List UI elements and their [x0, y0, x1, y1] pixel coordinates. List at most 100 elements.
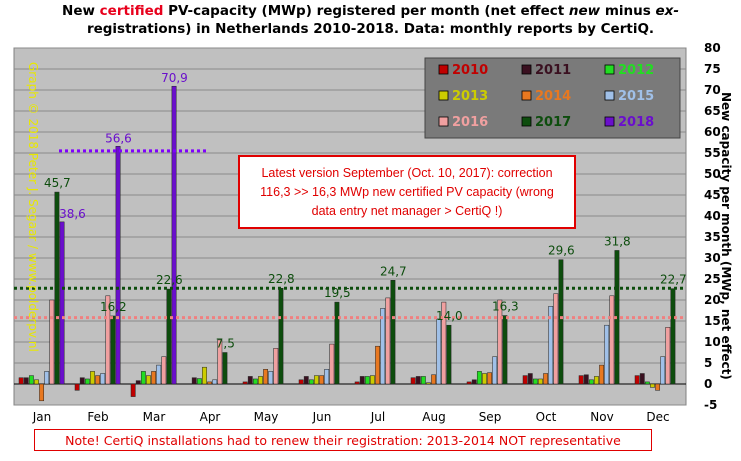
bar-2018 — [59, 221, 65, 385]
x-tick-label: May — [254, 410, 279, 424]
bar-2016 — [609, 295, 615, 385]
data-label-2017: 29,6 — [548, 244, 575, 258]
bar-2014 — [543, 373, 549, 385]
x-tick-label: Jul — [370, 410, 385, 424]
bar-2016 — [553, 293, 559, 385]
legend-swatch-2016 — [438, 116, 449, 127]
title-text: minus — [600, 3, 656, 19]
legend-swatch-2010 — [438, 64, 449, 75]
bar-2016 — [497, 299, 503, 385]
legend-label-2013: 2013 — [452, 89, 488, 104]
legend-label-2017: 2017 — [535, 115, 571, 130]
bar-2011 — [23, 377, 29, 385]
data-label-2017: 16,3 — [492, 300, 519, 314]
bar-2013 — [258, 376, 263, 385]
y-tick-label: 35 — [704, 230, 721, 244]
y-tick-label: -5 — [704, 398, 717, 412]
bar-2017 — [558, 259, 564, 385]
bar-2012 — [364, 376, 370, 385]
bar-2014 — [319, 375, 325, 385]
y-tick-label: 5 — [704, 356, 712, 370]
title-text: New — [62, 3, 100, 19]
bar-2015 — [604, 324, 610, 385]
bar-2017 — [390, 280, 396, 385]
x-tick-label: Jan — [32, 410, 52, 424]
bar-2011 — [303, 376, 309, 385]
y-tick-label: 45 — [704, 188, 721, 202]
bar-2011 — [471, 379, 477, 385]
bar-2014 — [599, 364, 605, 385]
footer-note: Note! CertiQ installations had to renew … — [34, 429, 652, 451]
bar-2012 — [308, 379, 314, 385]
y-tick-label: 30 — [704, 251, 721, 265]
legend-label-2016: 2016 — [452, 115, 488, 130]
x-tick-label: Jun — [312, 410, 332, 424]
bar-2016 — [273, 348, 279, 385]
y-tick-label: 75 — [704, 62, 721, 76]
bar-2011 — [639, 373, 645, 385]
title-highlight: certified — [99, 3, 164, 19]
data-label-2017: 31,8 — [604, 234, 631, 248]
bar-2011 — [583, 374, 589, 385]
bar-2015 — [44, 371, 50, 385]
title-line-2: registrations) in Netherlands 2010-2018.… — [86, 21, 655, 37]
bar-2017 — [278, 287, 284, 385]
data-label-2017: 19,5 — [324, 286, 351, 300]
bar-2015 — [436, 318, 442, 385]
bar-2016 — [105, 295, 111, 385]
bar-2010 — [298, 379, 304, 385]
annotation-line: Latest version September (Oct. 10, 2017)… — [261, 166, 553, 180]
x-tick-label: Oct — [536, 410, 557, 424]
bar-2010 — [242, 381, 248, 385]
bar-2013 — [90, 371, 95, 385]
data-label-2018: 70,9 — [161, 71, 188, 85]
legend-label-2010: 2010 — [452, 63, 488, 78]
bar-2013 — [34, 379, 39, 385]
y-tick-label: 55 — [704, 146, 721, 160]
legend-label-2012: 2012 — [618, 63, 654, 78]
y-tick-label: 20 — [704, 293, 721, 307]
bar-2010 — [130, 383, 136, 397]
bar-2010 — [74, 383, 80, 391]
legend-swatch-2013 — [438, 90, 449, 101]
bar-2014 — [95, 375, 101, 385]
bar-2017 — [502, 315, 508, 385]
legend-swatch-2011 — [521, 64, 532, 75]
y-tick-label: 80 — [704, 41, 721, 55]
bar-2015 — [492, 356, 498, 385]
data-label-2018: 38,6 — [59, 207, 86, 221]
title-emphasis: new — [568, 3, 601, 19]
bar-2010 — [410, 377, 416, 385]
annotation-line: 116,3 >> 16,3 MWp new certified PV capac… — [260, 185, 554, 199]
bar-2013 — [314, 375, 319, 385]
x-tick-label: Mar — [143, 410, 166, 424]
bar-2011 — [191, 377, 197, 385]
bar-2017 — [166, 288, 172, 385]
watermark: Graph © 2018 Peter J. Segaar / www.polde… — [26, 62, 40, 352]
x-tick-label: Nov — [590, 410, 613, 424]
bar-2017 — [110, 315, 116, 385]
x-tick-label: Aug — [422, 410, 445, 424]
bar-2013 — [594, 376, 599, 385]
bar-2014 — [263, 369, 269, 385]
chart-title: New certified PV-capacity (MWp) register… — [0, 2, 741, 38]
bar-2017 — [670, 288, 676, 385]
bar-2011 — [527, 373, 533, 385]
bar-2013 — [370, 375, 375, 385]
legend-swatch-2015 — [604, 90, 615, 101]
bar-2010 — [18, 377, 24, 385]
bar-2015 — [100, 373, 106, 385]
y-tick-label: 50 — [704, 167, 721, 181]
bar-2011 — [247, 376, 253, 385]
data-label-2017: 22,7 — [660, 273, 687, 287]
bar-2014 — [151, 371, 157, 385]
bar-2012 — [84, 378, 90, 385]
data-label-2017: 22,8 — [268, 272, 295, 286]
bar-2016 — [329, 343, 335, 385]
bar-2010 — [634, 375, 640, 385]
bar-2011 — [415, 376, 421, 385]
legend-label-2011: 2011 — [535, 63, 571, 78]
bar-2014 — [431, 374, 437, 385]
x-tick-label: Dec — [646, 410, 669, 424]
